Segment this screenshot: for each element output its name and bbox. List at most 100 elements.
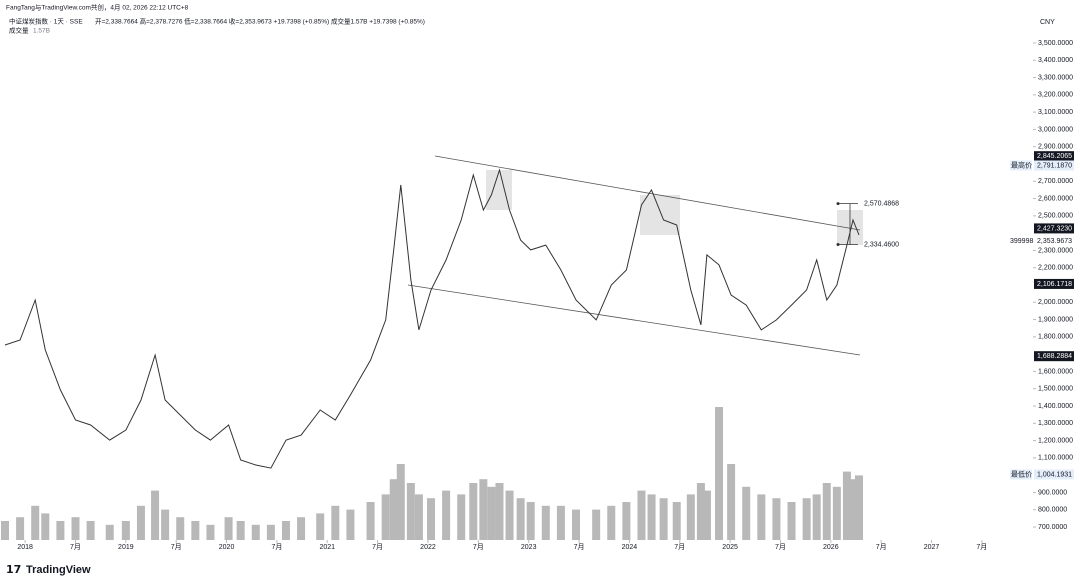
volume-bar <box>541 505 550 540</box>
y-tick-label: 3,200.0000 <box>1038 92 1073 99</box>
volume-bar <box>224 517 233 540</box>
volume-bar <box>297 517 306 540</box>
y-tick-label: 1,200.0000 <box>1038 437 1073 444</box>
volume-bar <box>406 483 415 540</box>
volume-value: 1.57B <box>33 28 50 35</box>
y-tick-label: 2,300.0000 <box>1038 247 1073 254</box>
y-tick-label: 1,500.0000 <box>1038 386 1073 393</box>
brand: TradingView <box>26 564 91 576</box>
volume-bar <box>556 505 565 540</box>
y-tick-label: 800.0000 <box>1038 507 1067 514</box>
volume-bar <box>426 498 435 540</box>
volume-bar <box>772 498 781 540</box>
y-tick-label: 1,600.0000 <box>1038 368 1073 375</box>
volume-bar <box>848 479 857 540</box>
y-tick-label: 700.0000 <box>1038 524 1067 531</box>
y-tick-label: 900.0000 <box>1038 489 1067 496</box>
volume-bar <box>592 509 601 540</box>
volume-bar <box>316 513 325 540</box>
channel-line <box>407 284 861 356</box>
x-tick-label: 2026 <box>823 544 839 551</box>
volume-bar <box>469 483 478 540</box>
volume-bar <box>1 521 9 540</box>
y-tick-label: 2,000.0000 <box>1038 299 1073 306</box>
volume-bar <box>86 521 95 540</box>
volume-bar <box>71 517 80 540</box>
x-tick-label: 7月 <box>976 543 987 551</box>
volume-bar <box>607 505 616 540</box>
volume-bar <box>842 471 851 540</box>
x-tick-label: 7月 <box>674 543 685 551</box>
x-tick-label: 7月 <box>171 543 182 551</box>
volume-bar <box>121 521 130 540</box>
y-tick-label: 2,500.0000 <box>1038 213 1073 220</box>
volume-bar <box>236 521 245 540</box>
price-marker-label: 2,845.2065 <box>1037 153 1072 160</box>
x-tick-label: 2024 <box>622 544 638 551</box>
price-marker-label: 1,688.2884 <box>1037 353 1072 360</box>
volume-bar <box>572 509 581 540</box>
x-tick-label: 2025 <box>722 544 738 551</box>
volume-bar <box>389 479 398 540</box>
y-tick-label: 1,100.0000 <box>1038 455 1073 462</box>
x-tick-label: 7月 <box>271 543 282 551</box>
y-tick-label: 1,800.0000 <box>1038 334 1073 341</box>
price-marker <box>1034 151 1074 162</box>
x-tick-label: 2019 <box>118 544 134 551</box>
y-tick-label: 3,500.0000 <box>1038 40 1073 47</box>
volume-bar <box>622 502 631 540</box>
volume-bar <box>505 490 514 540</box>
volume-bar <box>457 494 466 540</box>
volume-bar <box>31 505 40 540</box>
volume-bar <box>191 521 200 540</box>
volume-bar <box>702 490 711 540</box>
volume-bar <box>526 502 535 540</box>
volume-bar <box>479 479 488 540</box>
x-tick-label: 2021 <box>319 544 335 551</box>
price-marker-tag: 399998 <box>1010 238 1033 245</box>
volume-bar <box>206 524 215 540</box>
price-marker-label: 2,427.3230 <box>1037 225 1072 232</box>
y-tick-label: 1,400.0000 <box>1038 403 1073 410</box>
price-marker-tag-bg <box>1010 160 1032 171</box>
price-marker <box>1034 223 1074 234</box>
credit: FangTang与TradingView.com共创，4月 02, 2026 2… <box>6 3 189 12</box>
price-marker <box>1034 351 1074 362</box>
volume-bar <box>56 521 65 540</box>
channel-line <box>434 155 861 231</box>
volume-bar <box>414 494 423 540</box>
x-tick-label: 7月 <box>775 543 786 551</box>
y-tick-label: 2,200.0000 <box>1038 265 1073 272</box>
volume-bar <box>331 505 340 540</box>
volume-bar <box>742 486 751 540</box>
x-tick-label: 7月 <box>574 543 585 551</box>
volume-bar <box>855 475 864 540</box>
volume-bar <box>672 502 681 540</box>
volume-bar <box>136 505 145 540</box>
volume-bar <box>696 483 705 540</box>
measure-label: 2,334.4600 <box>864 241 899 248</box>
price-marker-label: 2,353.9673 <box>1037 238 1072 245</box>
volume-bar <box>516 498 525 540</box>
price-marker-label: 2,106.1718 <box>1037 281 1072 288</box>
y-tick-label: 2,900.0000 <box>1038 144 1073 151</box>
price-marker-label: 2,791.1870 <box>1037 162 1072 169</box>
volume-bar <box>787 502 796 540</box>
y-tick-label: 3,400.0000 <box>1038 57 1073 64</box>
volume-bar <box>757 494 766 540</box>
volume-bar <box>251 524 260 540</box>
volume-bar <box>715 407 724 540</box>
volume-bar <box>686 494 695 540</box>
price-marker-tag: 最高价 <box>1011 160 1032 169</box>
price-marker-tag-bg <box>1010 469 1032 480</box>
price-marker <box>1034 278 1074 289</box>
x-tick-label: 2022 <box>420 544 436 551</box>
volume-bar <box>346 509 355 540</box>
y-tick-label: 1,900.0000 <box>1038 316 1073 323</box>
x-tick-label: 7月 <box>70 543 81 551</box>
volume-bar <box>802 498 811 540</box>
volume-bar <box>637 490 646 540</box>
volume-bar <box>41 513 50 540</box>
currency: CNY <box>1040 19 1055 26</box>
